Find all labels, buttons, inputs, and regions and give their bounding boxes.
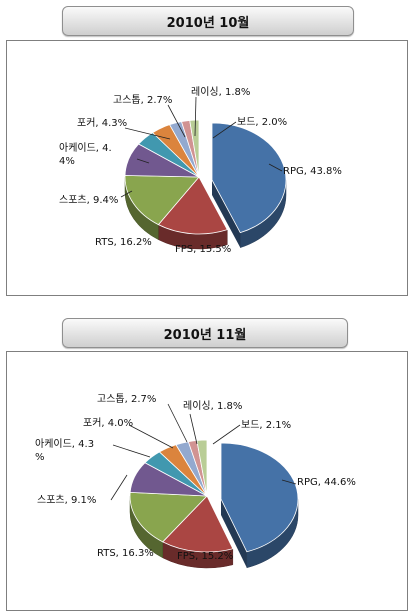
data-label--: 아케이드, 4. 4% bbox=[59, 142, 112, 167]
leader-line-rpg bbox=[268, 163, 283, 172]
leader-line-- bbox=[189, 413, 198, 445]
leader-line-- bbox=[167, 403, 188, 443]
leader-line-- bbox=[212, 121, 237, 139]
pie-slice-fps bbox=[162, 495, 234, 553]
pie-slice-- bbox=[196, 439, 208, 497]
leader-line-- bbox=[112, 444, 151, 458]
pie-cut-rpg bbox=[212, 180, 241, 248]
data-label--: 스포츠, 9.1% bbox=[37, 494, 96, 506]
data-label-rts: RTS, 16.2% bbox=[95, 237, 152, 248]
data-label--: 레이싱, 1.8% bbox=[183, 400, 242, 412]
pie-slice-rpg bbox=[220, 442, 299, 553]
data-label-fps: FPS, 15.2% bbox=[177, 551, 233, 562]
pie-chart-nov-svg: RPG, 44.6% FPS, 15.2% RTS, 16.3% 스포츠, 9.1% 아… bbox=[35, 393, 356, 569]
pie-cut-rpg bbox=[221, 499, 247, 568]
data-label--: 보드, 2.1% bbox=[241, 419, 291, 431]
pie-walls bbox=[124, 176, 287, 250]
pie-slice-rts bbox=[129, 491, 208, 543]
pie-slice-rpg bbox=[211, 122, 287, 234]
pie-slice-fps bbox=[157, 176, 228, 235]
data-label--: 아케이드, 4.3% bbox=[35, 438, 94, 463]
leader-line-- bbox=[136, 158, 150, 164]
leader-line-- bbox=[120, 190, 133, 198]
data-label--: 고스톱, 2.7% bbox=[113, 94, 172, 106]
data-label--: 레이싱, 1.8% bbox=[191, 86, 250, 98]
pie-chart-oct-svg: RPG, 43.8% FPS, 15.5% RTS, 16.2% 스포츠, 9.4% 아… bbox=[59, 86, 342, 255]
chart-title-nov: 2010년 11월 bbox=[62, 318, 348, 348]
pie-slices bbox=[124, 119, 287, 235]
data-label--: 포커, 4.3% bbox=[77, 117, 127, 129]
pie-chart-oct: RPG, 43.8% FPS, 15.5% RTS, 16.2% 스포츠, 9.4% 아… bbox=[6, 40, 408, 296]
leader-line-- bbox=[128, 424, 174, 449]
pie-chart-nov: RPG, 44.6% FPS, 15.2% RTS, 16.3% 스포츠, 9.1% 아… bbox=[6, 351, 408, 611]
data-label--: 고스톱, 2.7% bbox=[97, 393, 156, 405]
data-label--: 스포츠, 9.4% bbox=[59, 194, 118, 206]
pie-labels: RPG, 43.8% FPS, 15.5% RTS, 16.2% 스포츠, 9.4% 아… bbox=[59, 86, 342, 255]
leader-line-- bbox=[167, 104, 186, 138]
leader-line-rpg bbox=[281, 479, 297, 485]
pie-labels: RPG, 44.6% FPS, 15.2% RTS, 16.3% 스포츠, 9.1% 아… bbox=[35, 393, 356, 562]
data-label--: 포커, 4.0% bbox=[83, 417, 133, 429]
leader-line-- bbox=[124, 127, 171, 140]
data-label-fps: FPS, 15.5% bbox=[175, 244, 231, 255]
data-label--: 보드, 2.0% bbox=[237, 116, 287, 128]
leader-line-- bbox=[194, 96, 197, 137]
pie-slice-rts bbox=[124, 175, 200, 226]
leader-line-- bbox=[212, 424, 241, 445]
pie-walls bbox=[129, 495, 299, 569]
leader-line-- bbox=[110, 474, 128, 501]
pie-slice-- bbox=[189, 119, 200, 178]
data-label-rpg: RPG, 43.8% bbox=[283, 166, 342, 177]
chart-title-oct: 2010년 10월 bbox=[62, 6, 354, 36]
data-label-rts: RTS, 16.3% bbox=[97, 548, 154, 559]
data-label-rpg: RPG, 44.6% bbox=[297, 477, 356, 488]
pie-slices bbox=[129, 439, 299, 553]
